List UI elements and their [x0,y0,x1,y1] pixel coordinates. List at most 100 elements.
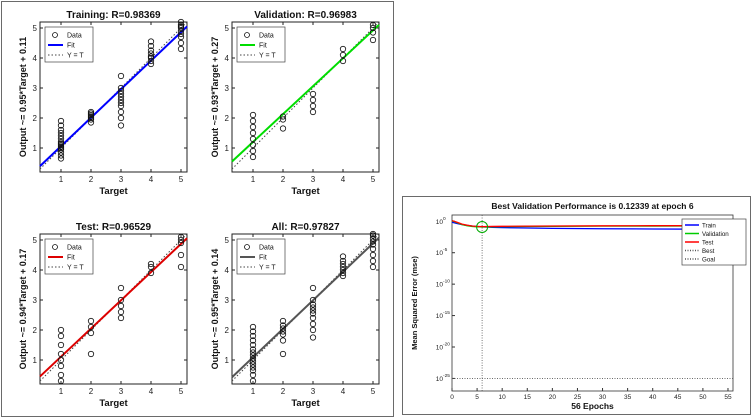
legend-label: Y = T [67,53,84,60]
data-point [177,236,185,244]
x-tick-label: 55 [724,394,732,401]
data-point [339,57,347,65]
data-point [249,129,257,137]
data-point [249,377,257,385]
data-point [117,102,125,110]
data-point [147,38,155,45]
legend-label: Fit [259,255,267,262]
data-point [279,317,287,325]
legend-label: Best [702,248,715,255]
x-axis-label: Target [99,186,128,197]
data-point [57,122,65,129]
legend-label: Y = T [67,265,84,272]
x-tick-label: 2 [281,387,286,396]
x-tick-label: 2 [89,175,94,184]
data-point [57,371,65,379]
data-point [249,341,257,349]
x-tick-label: 30 [599,394,607,401]
x-tick-label: 4 [341,175,346,184]
data-point [117,72,125,80]
data-point [57,152,65,159]
legend-label: Validation [702,231,729,238]
data-point [309,326,317,334]
y-tick-exponent: -20 [443,342,450,348]
legend-label: Test [702,239,714,246]
x-tick-label: 25 [574,394,582,401]
y-tick-label: 4 [225,266,230,275]
x-tick-label: 4 [149,387,154,396]
y-tick-label: 1 [225,144,230,153]
x-tick-label: 1 [59,175,64,184]
y-axis-label: Mean Squared Error (mse) [410,256,419,350]
data-point [369,251,377,259]
y-tick-label: 3 [33,84,38,93]
data-point [339,260,347,268]
y-tick-label: 5 [225,24,230,33]
data-point [117,308,125,316]
data-point [57,326,65,334]
legend-label: Fit [67,255,75,262]
data-point [117,84,125,92]
x-tick-label: 4 [149,175,154,184]
x-tick-label: 10 [499,394,507,401]
y-tick-label: 10 [436,219,444,226]
x-tick-label: 2 [89,387,94,396]
validation-chart: 1 2 3 4 5 1 2 3 4 5 Validation: R=0.96983 Target Out… [210,10,380,197]
x-tick-label: 5 [179,175,184,184]
data-point [309,314,317,322]
data-point [147,57,155,65]
x-tick-label: 15 [524,394,532,401]
data-point [177,251,185,259]
x-tick-label: 5 [371,387,376,396]
data-point [117,314,125,322]
data-point [117,302,125,310]
y-tick-label: 1 [225,356,230,365]
data-point [117,93,125,101]
y-tick-label: 2 [33,326,38,335]
data-point [117,87,125,95]
data-point [177,33,185,41]
y-tick-label: 2 [225,114,230,123]
y-tick-label: 10 [436,345,444,352]
data-point [117,114,125,122]
data-point [57,138,65,146]
data-point [279,113,287,120]
chart-title: Training: R=0.98369 [66,10,161,21]
chart-title: Best Validation Performance is 0.12339 a… [491,201,693,211]
x-tick-label: 1 [59,387,64,396]
x-tick-label: 0 [450,394,454,401]
data-point [249,337,257,344]
data-point [249,364,257,371]
y-tick-label: 1 [33,356,38,365]
test-chart: 1 2 3 4 5 1 2 3 4 5 Test: R=0.96529 Target Output ~=… [18,222,188,409]
x-tick-label: 5 [475,394,479,401]
legend-label: Train [702,222,716,229]
data-point [57,132,65,140]
y-tick-label: 5 [33,24,38,33]
best-marker [476,220,489,233]
legend-label: Fit [67,43,75,50]
y-tick-label: 4 [33,266,38,275]
legend-marker-data [52,32,58,38]
data-point [369,230,377,238]
data-point [249,361,257,368]
data-point [339,269,347,277]
y-axis-label: Output ~= 0.95*Target + 0.14 [210,249,220,370]
data-point [117,284,125,292]
chart-title: Validation: R=0.96983 [254,10,357,21]
y-axis-label: Output ~= 0.94*Target + 0.17 [18,249,28,370]
data-point [147,60,155,68]
data-point [147,47,155,54]
y-tick-exponent: 0 [443,216,446,222]
data-point [57,341,65,349]
data-point [57,117,65,125]
fit-line [39,237,188,378]
data-point [309,102,317,110]
data-point [147,53,155,60]
y-tick-exponent: -25 [443,373,450,379]
x-tick-label: 3 [311,175,316,184]
data-point [117,122,125,129]
legend-marker-data [244,32,250,38]
